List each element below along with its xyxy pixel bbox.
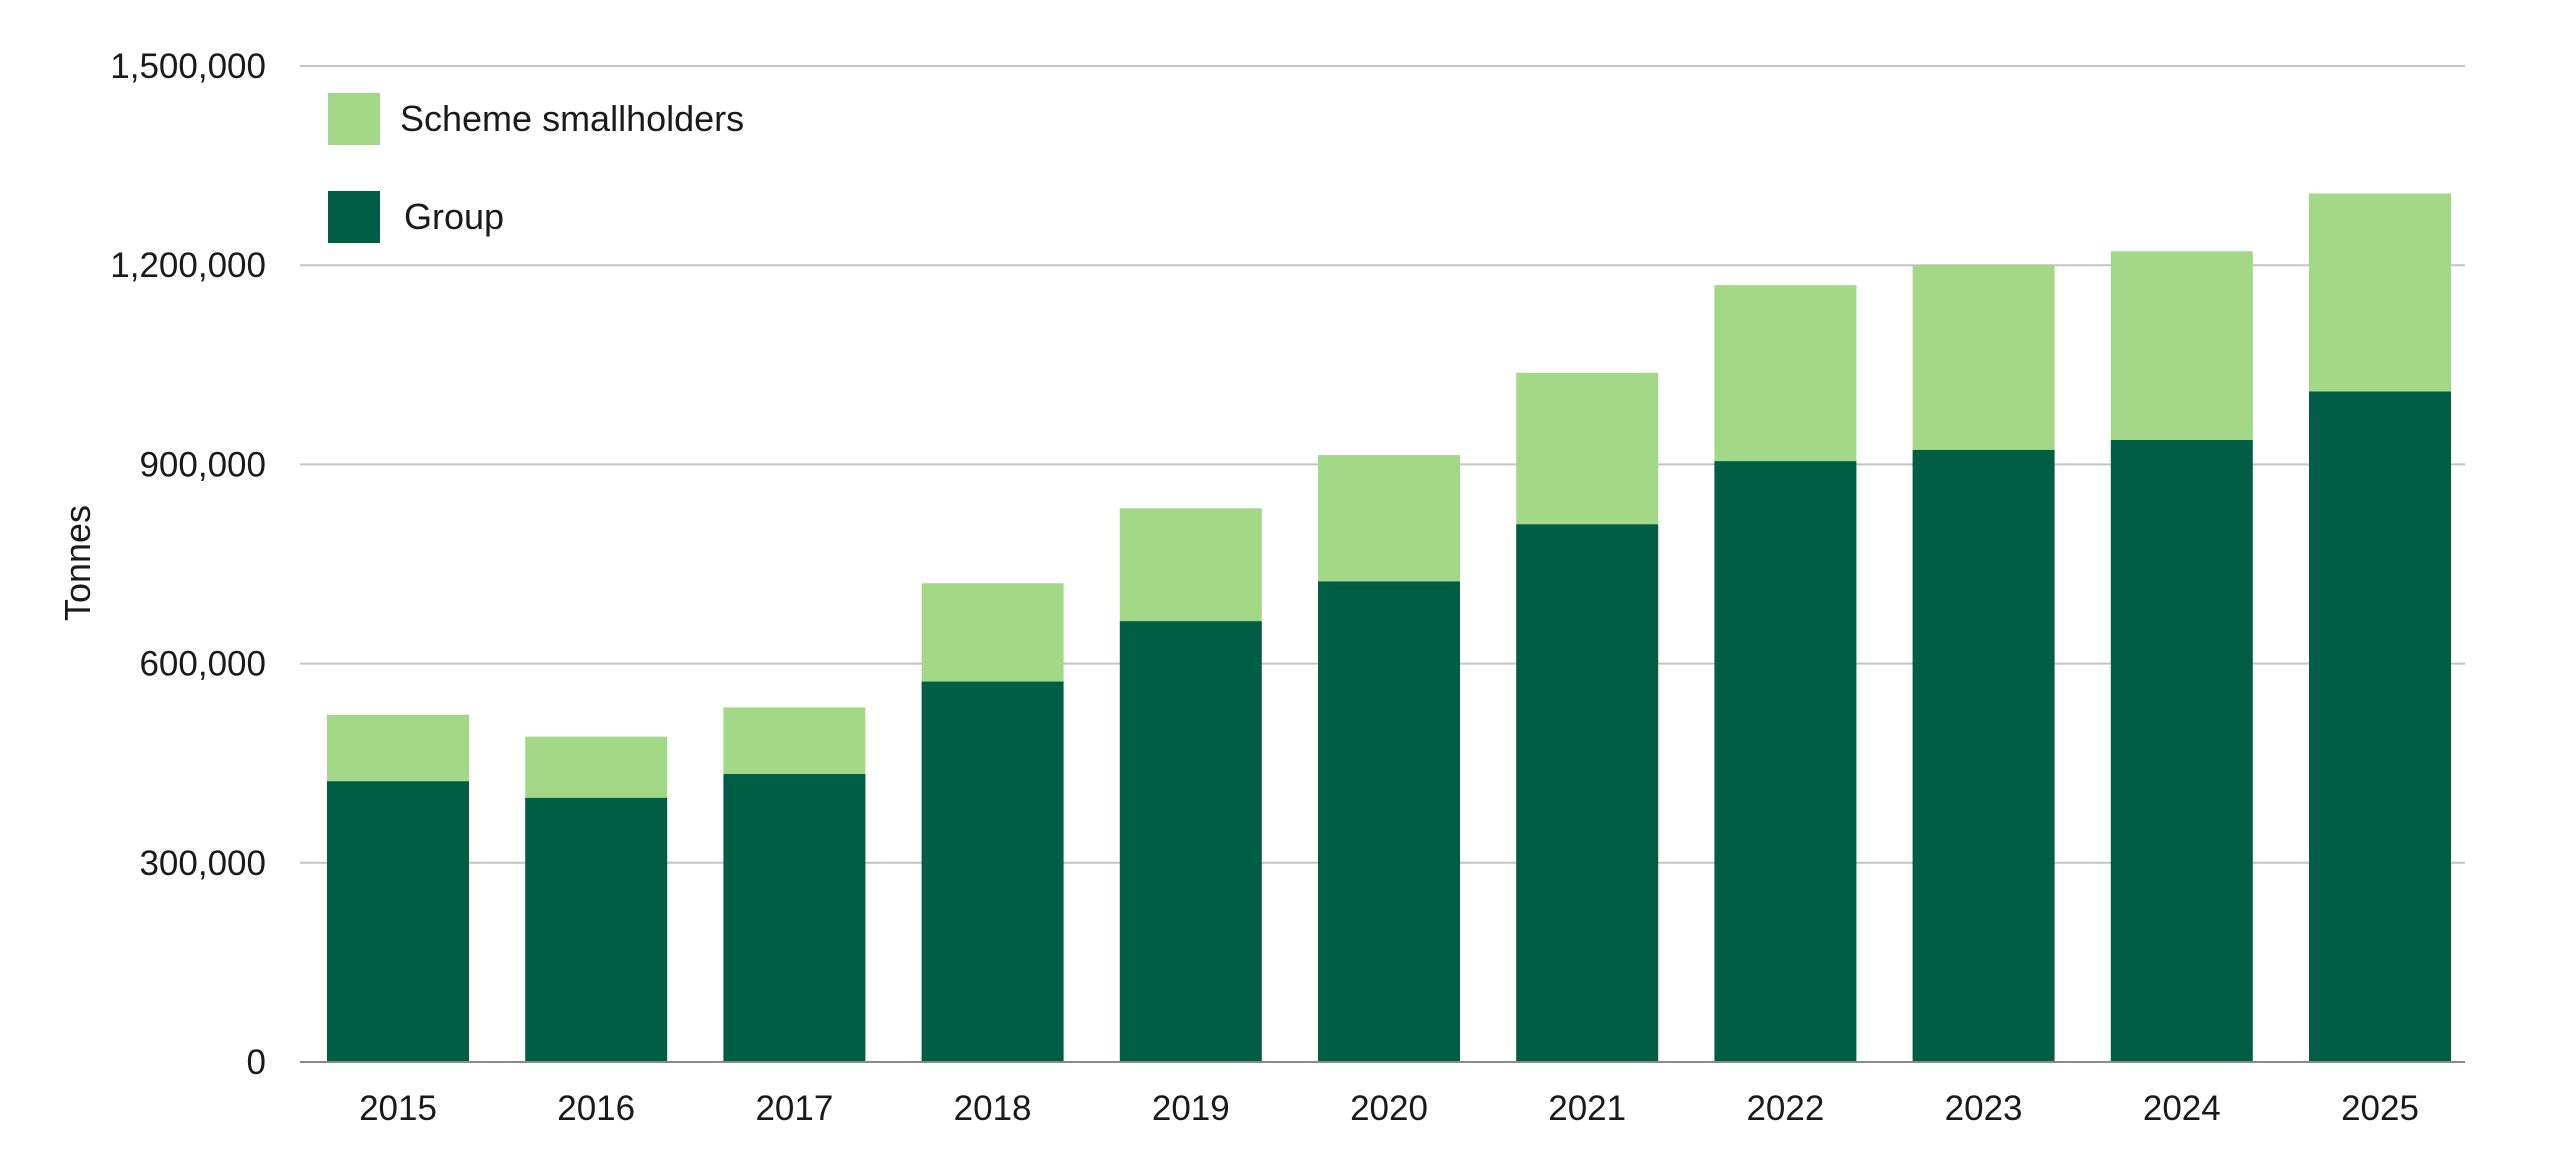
bar-scheme-smallholders-2016 — [525, 736, 668, 798]
bar-scheme-smallholders-2019 — [1119, 508, 1262, 622]
y-tick-label: 1,500,000 — [110, 47, 266, 86]
y-tick-label: 0 — [247, 1043, 266, 1082]
x-tick-label: 2024 — [2143, 1089, 2221, 1128]
bar-group-2023 — [1912, 449, 2055, 1062]
x-tick-label: 2015 — [359, 1089, 437, 1128]
y-axis-ticks: 0 300,000 600,000 900,000 1,200,000 1,500,000 — [110, 47, 266, 1082]
bar-scheme-smallholders-2023 — [1912, 265, 2055, 450]
bar-scheme-smallholders-2020 — [1318, 455, 1460, 582]
y-tick-label: 1,200,000 — [110, 246, 266, 285]
x-tick-label: 2017 — [755, 1089, 833, 1128]
bar-scheme-smallholders-2015 — [327, 714, 469, 782]
legend-label-scheme-smallholders: Scheme smallholders — [400, 98, 744, 139]
bar-scheme-smallholders-2021 — [1516, 372, 1659, 525]
legend-swatch-group — [328, 191, 380, 243]
bar-group-2019 — [1119, 621, 1262, 1062]
bar-group-2020 — [1318, 581, 1460, 1062]
x-tick-label: 2022 — [1746, 1089, 1824, 1128]
y-tick-label: 300,000 — [139, 844, 266, 883]
bar-scheme-smallholders-2017 — [723, 707, 866, 774]
legend-label-group: Group — [404, 196, 504, 237]
y-tick-label: 900,000 — [139, 445, 266, 484]
bar-group-2024 — [2110, 439, 2253, 1062]
x-tick-label: 2019 — [1152, 1089, 1230, 1128]
x-axis-ticks: 2015 2016 2017 2018 2019 2020 2021 2022 2023 2024… — [359, 1089, 2419, 1128]
legend-swatch-scheme-smallholders — [328, 93, 380, 145]
bar-group-2021 — [1516, 524, 1659, 1062]
x-tick-label: 2018 — [954, 1089, 1032, 1128]
bar-group-2015 — [327, 781, 469, 1062]
x-tick-label: 2021 — [1548, 1089, 1626, 1128]
bar-group-2017 — [723, 773, 866, 1062]
y-tick-label: 600,000 — [139, 645, 266, 684]
x-tick-label: 2020 — [1350, 1089, 1428, 1128]
bar-scheme-smallholders-2024 — [2110, 251, 2253, 440]
y-axis-title: Tonnes — [57, 505, 98, 621]
bar-group-2022 — [1714, 461, 1857, 1063]
x-tick-label: 2025 — [2341, 1089, 2419, 1128]
legend: Scheme smallholders Group — [328, 93, 744, 243]
bar-group-2025 — [2309, 391, 2451, 1062]
bar-group-2016 — [525, 797, 668, 1062]
bar-group-2018 — [921, 681, 1064, 1062]
bars — [327, 193, 2451, 1063]
bar-scheme-smallholders-2018 — [921, 583, 1064, 682]
x-tick-label: 2023 — [1945, 1089, 2023, 1128]
bar-scheme-smallholders-2022 — [1714, 285, 1857, 462]
bar-scheme-smallholders-2025 — [2309, 193, 2451, 392]
x-tick-label: 2016 — [557, 1089, 635, 1128]
